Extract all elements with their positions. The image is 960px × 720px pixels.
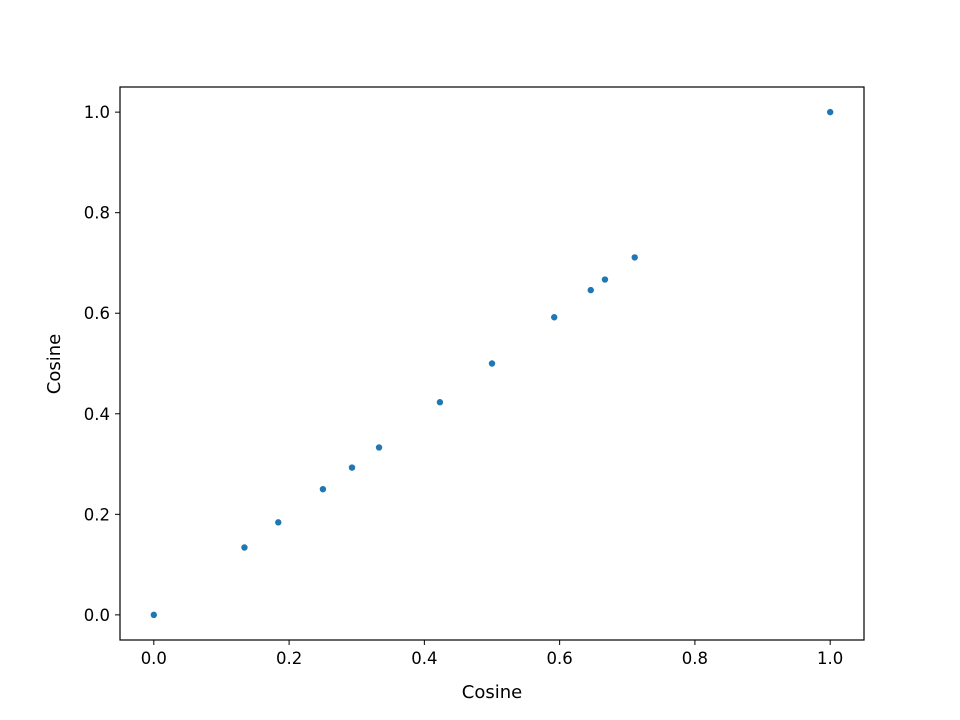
x-tick-label: 0.6 <box>547 649 573 668</box>
y-tick-label: 1.0 <box>84 103 110 122</box>
y-axis-label: Cosine <box>44 334 65 394</box>
plot-frame <box>119 86 865 641</box>
y-tick-label: 0.6 <box>84 304 110 323</box>
data-point <box>826 108 834 116</box>
y-axis-ticks: 0.0 0.2 0.4 0.6 0.8 1.0 <box>84 103 120 625</box>
y-tick-label: 0.4 <box>84 405 110 424</box>
data-point <box>275 519 282 526</box>
y-tick-label: 0.0 <box>84 606 110 625</box>
x-axis-label: Cosine <box>462 682 522 703</box>
data-points <box>150 108 834 619</box>
x-tick-label: 0.2 <box>276 649 302 668</box>
data-point <box>601 276 609 283</box>
data-point <box>241 544 248 551</box>
x-axis-ticks: 0.0 0.2 0.4 0.6 0.8 1.0 <box>141 640 843 668</box>
data-point <box>150 611 158 619</box>
data-point <box>551 314 558 321</box>
x-tick-label: 0.0 <box>141 649 167 668</box>
data-point <box>319 485 327 493</box>
data-point <box>436 399 444 406</box>
data-point <box>375 444 383 451</box>
x-tick-label: 1.0 <box>817 649 843 668</box>
x-tick-label: 0.8 <box>682 649 708 668</box>
data-point <box>348 464 356 471</box>
x-tick-label: 0.4 <box>411 649 437 668</box>
data-point <box>488 360 496 367</box>
y-tick-label: 0.2 <box>84 505 110 524</box>
y-tick-label: 0.8 <box>84 204 110 223</box>
data-point <box>631 254 638 261</box>
data-point <box>587 286 594 294</box>
